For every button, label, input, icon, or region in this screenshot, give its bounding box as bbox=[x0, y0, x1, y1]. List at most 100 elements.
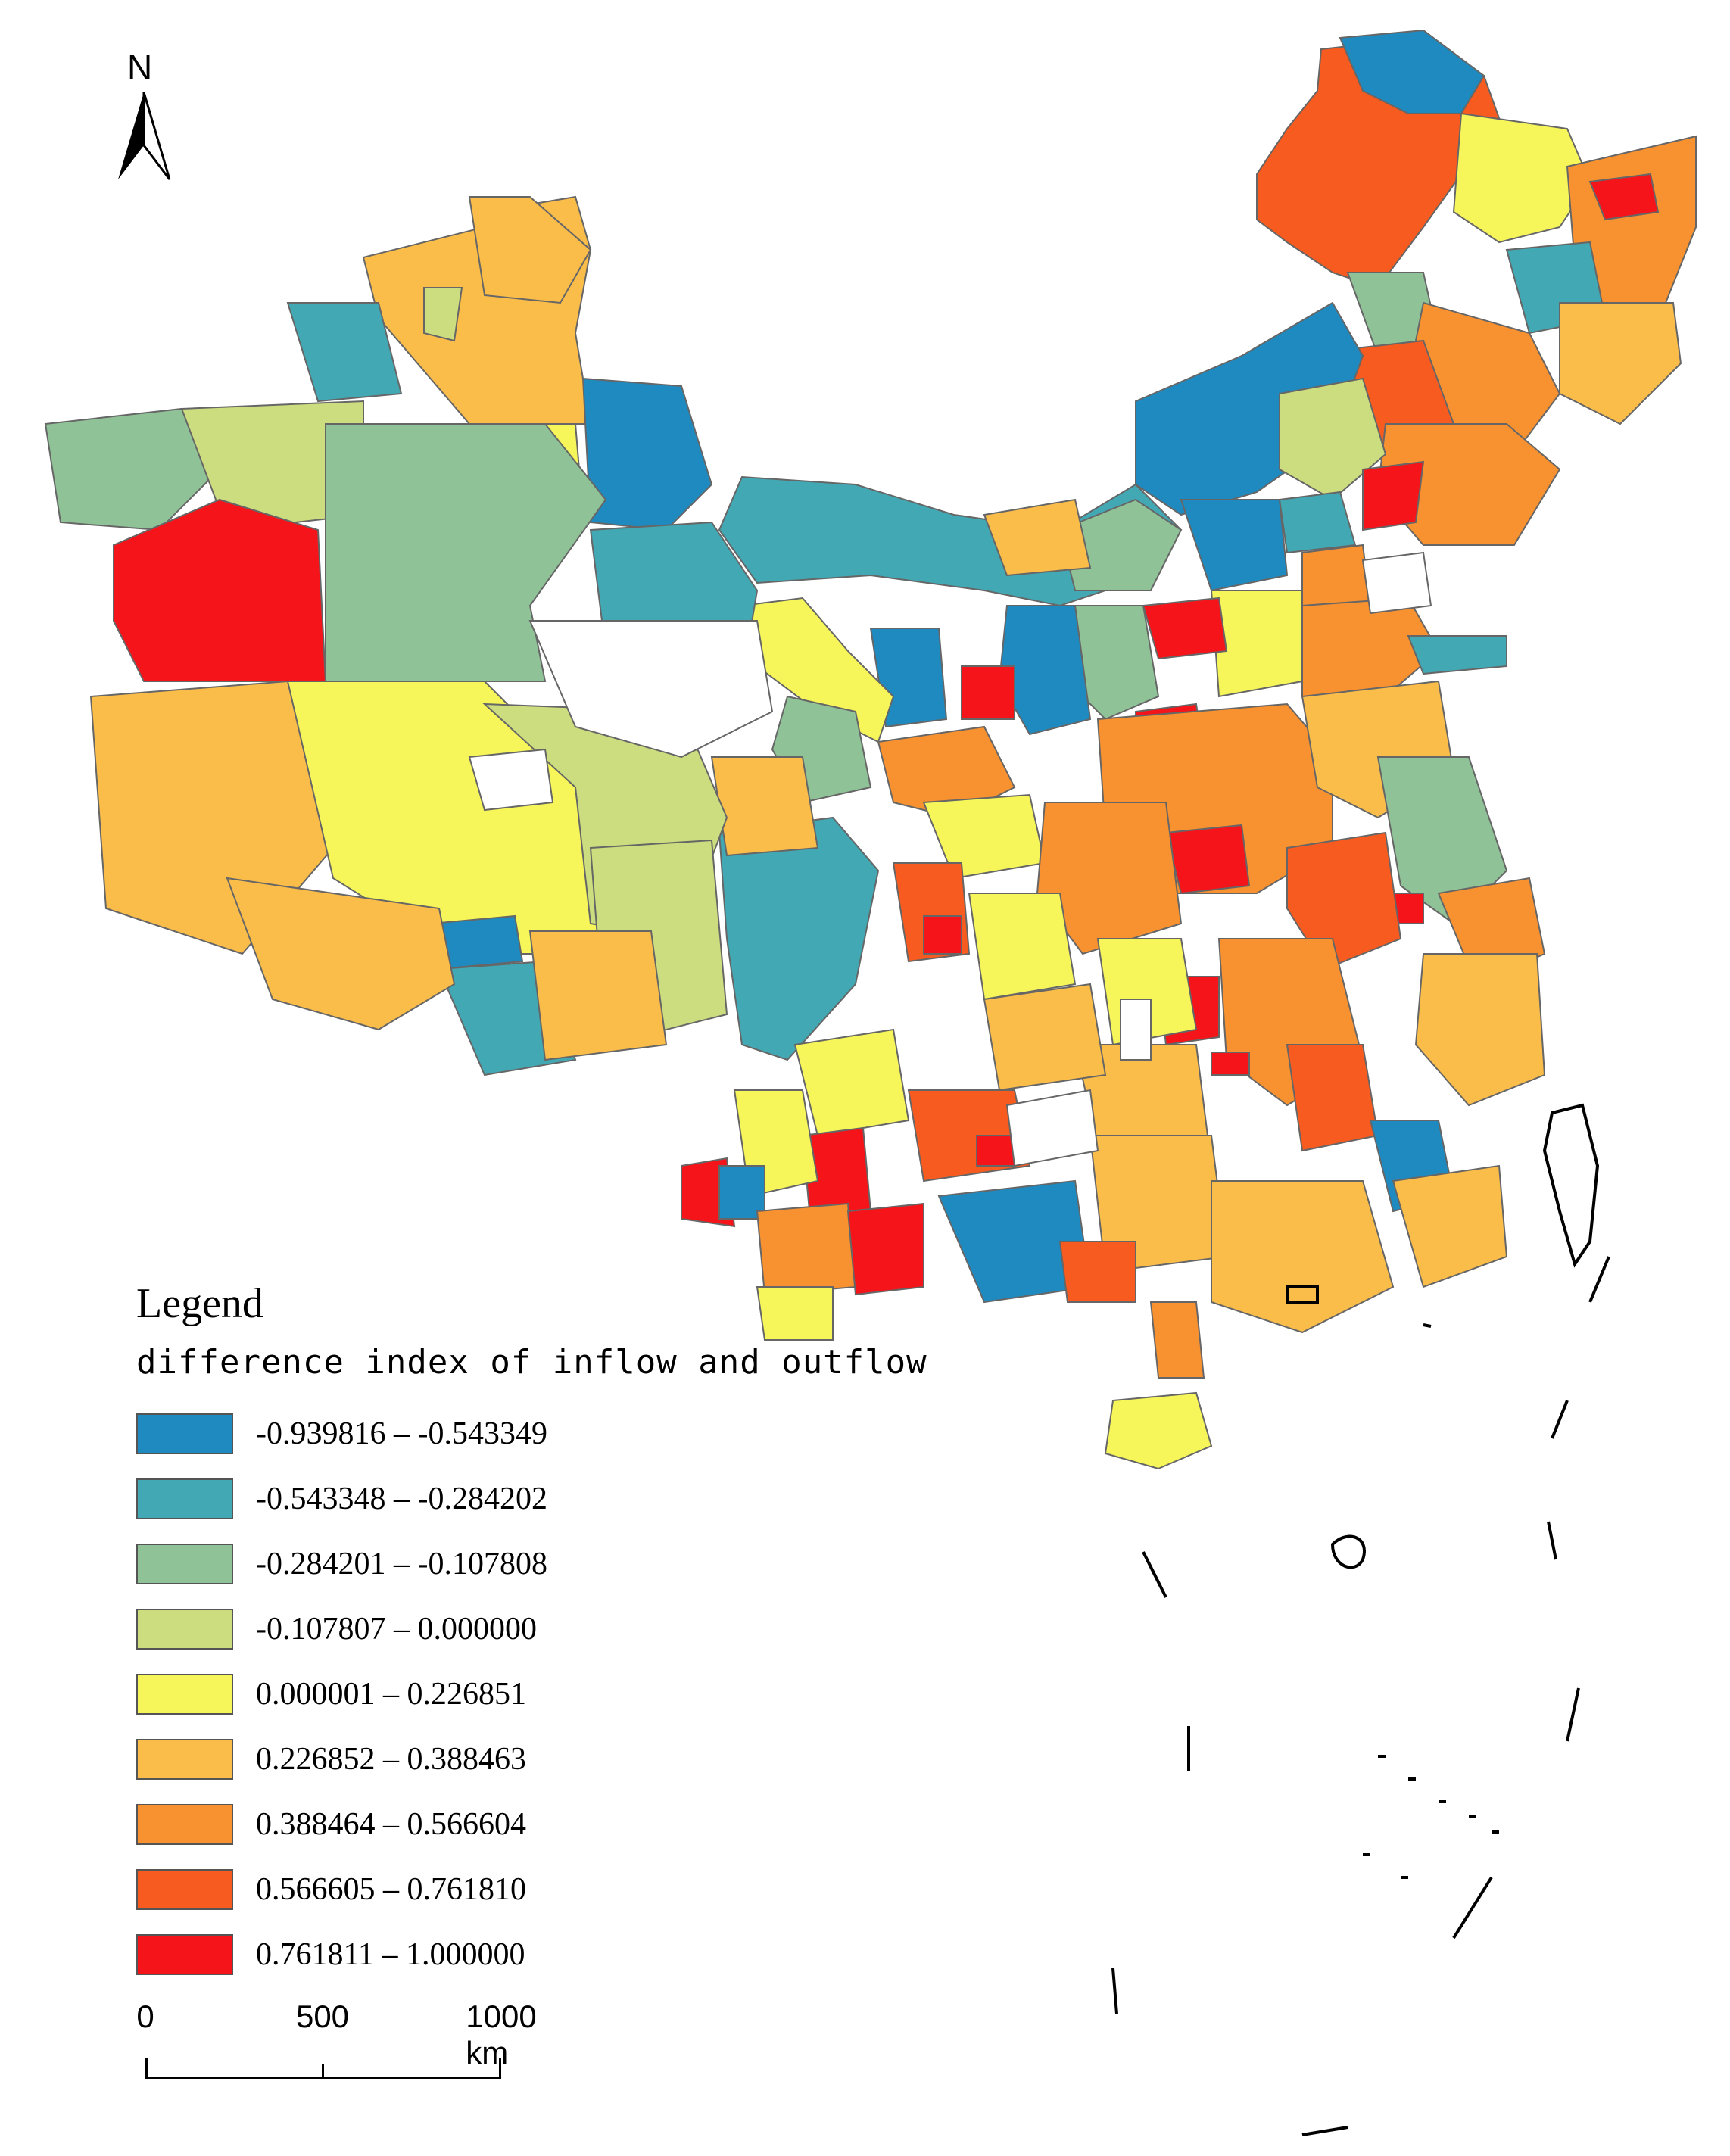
scale-tick-0: 0 bbox=[136, 1999, 154, 2034]
region-tibet-south bbox=[226, 877, 456, 1031]
legend-label: 0.226852 – 0.388463 bbox=[256, 1742, 526, 1777]
legend-field-name: difference index of inflow and outflow bbox=[136, 1343, 927, 1382]
nine-dash-5 bbox=[1452, 1876, 1493, 1939]
scale-tick-500: 500 bbox=[295, 1999, 350, 2034]
nodata-tibet-lake bbox=[468, 748, 554, 812]
legend-row: 0.566605 – 0.761810 bbox=[136, 1857, 969, 1922]
legend-row: 0.761811 – 1.000000 bbox=[136, 1922, 969, 1987]
region-ili bbox=[44, 407, 221, 531]
region-nanning bbox=[1058, 1241, 1136, 1303]
nine-dash-6 bbox=[1142, 1551, 1167, 1598]
scale-bar: 0 500 1000 km bbox=[136, 1999, 537, 2089]
region-leizhou bbox=[1149, 1301, 1205, 1379]
region-karamay bbox=[423, 287, 463, 342]
region-hainan bbox=[1104, 1391, 1213, 1470]
nodata-bohai bbox=[1361, 551, 1432, 615]
region-xishuangbanna bbox=[756, 1286, 834, 1341]
nine-dash-3 bbox=[1547, 1521, 1557, 1560]
region-chifeng bbox=[1362, 460, 1425, 531]
legend-rows: -0.939816 – -0.543349 -0.543348 – -0.2842… bbox=[136, 1401, 969, 1987]
region-altay bbox=[468, 196, 592, 304]
legend-row: 0.226852 – 0.388463 bbox=[136, 1727, 969, 1792]
hong-kong-marker bbox=[1286, 1285, 1319, 1304]
north-label: N bbox=[127, 48, 153, 87]
region-jiangxi-south bbox=[1286, 1044, 1379, 1152]
nodata-guangxi bbox=[1005, 1089, 1099, 1167]
region-inner-mongolia-central bbox=[1279, 377, 1387, 501]
legend-label: -0.939816 – -0.543349 bbox=[256, 1416, 547, 1451]
region-fujian-coast bbox=[1392, 1164, 1508, 1288]
legend-label: -0.284201 – -0.107808 bbox=[256, 1547, 547, 1581]
legend-row: -0.939816 – -0.543349 bbox=[136, 1401, 969, 1466]
region-beijing bbox=[1278, 491, 1357, 554]
legend-swatch bbox=[136, 1869, 233, 1910]
legend-swatch bbox=[136, 1478, 233, 1519]
nodata-qaidam bbox=[528, 620, 774, 759]
region-heilongjiang-east bbox=[1452, 112, 1591, 244]
legend-label: 0.566605 – 0.761810 bbox=[256, 1872, 526, 1907]
paracel-islands bbox=[1330, 1534, 1366, 1569]
legend: Legend difference index of inflow and ou… bbox=[136, 1279, 969, 1987]
nodata-hubei bbox=[1120, 999, 1152, 1061]
region-layer bbox=[44, 29, 1697, 1470]
legend-swatch bbox=[136, 1674, 233, 1715]
legend-row: -0.284201 – -0.107808 bbox=[136, 1531, 969, 1597]
region-yanbian bbox=[1559, 302, 1682, 425]
region-chengdu-core bbox=[923, 915, 962, 955]
legend-row: 0.388464 – 0.566604 bbox=[136, 1792, 969, 1857]
legend-label: -0.543348 – -0.284202 bbox=[256, 1481, 547, 1516]
legend-swatch bbox=[136, 1934, 233, 1975]
legend-swatch bbox=[136, 1609, 233, 1650]
spratly-cluster bbox=[1363, 1755, 1499, 1879]
region-lhasa bbox=[528, 930, 668, 1061]
region-zhejiang bbox=[1414, 953, 1546, 1107]
nine-dash-2 bbox=[1551, 1400, 1569, 1439]
region-gansu-west bbox=[740, 597, 895, 743]
region-sichuan-west bbox=[718, 816, 880, 1061]
nine-dash-8 bbox=[1111, 1968, 1118, 2014]
region-guangdong bbox=[1211, 1180, 1395, 1334]
region-shandong-tip bbox=[1407, 635, 1507, 675]
nodata-layer bbox=[468, 551, 1432, 1167]
taiwan-outline bbox=[1542, 1103, 1600, 1268]
pratas-island bbox=[1423, 1323, 1432, 1328]
legend-label: 0.000001 – 0.226851 bbox=[256, 1677, 526, 1712]
nine-dash-1 bbox=[1588, 1256, 1610, 1303]
region-yuxi bbox=[846, 1202, 924, 1296]
nine-dash-4 bbox=[1566, 1687, 1580, 1742]
region-anhui bbox=[1286, 831, 1402, 971]
region-baotou bbox=[983, 498, 1092, 577]
region-sichuan-east bbox=[968, 893, 1077, 1001]
region-chongqing bbox=[983, 983, 1107, 1092]
region-taiyuan bbox=[1142, 597, 1228, 660]
north-arrow-icon bbox=[118, 92, 171, 180]
legend-swatch bbox=[136, 1804, 233, 1845]
scale-tick-1000: 1000 km bbox=[466, 1999, 537, 2070]
region-tacheng bbox=[286, 302, 403, 403]
legend-title: Legend bbox=[136, 1280, 263, 1327]
region-jixi bbox=[1588, 173, 1660, 221]
scale-mid-tick bbox=[322, 2064, 324, 2079]
region-hami bbox=[581, 377, 713, 531]
nine-dash-9 bbox=[1301, 2126, 1348, 2136]
legend-label: 0.761811 – 1.000000 bbox=[256, 1937, 525, 1972]
north-arrow bbox=[114, 47, 174, 191]
legend-swatch bbox=[136, 1544, 233, 1584]
island-layer bbox=[1111, 1103, 1610, 2136]
region-sichuan-south bbox=[793, 1028, 910, 1137]
region-sichuan-north bbox=[710, 756, 819, 857]
region-changsha bbox=[1211, 1052, 1250, 1076]
legend-row: -0.543348 – -0.284202 bbox=[136, 1466, 969, 1531]
legend-row: 0.000001 – 0.226851 bbox=[136, 1662, 969, 1727]
region-guiyang bbox=[976, 1135, 1015, 1167]
legend-label: 0.388464 – 0.566604 bbox=[256, 1807, 526, 1842]
region-hebei-north bbox=[1180, 499, 1289, 592]
region-yinchuan bbox=[961, 665, 1015, 720]
region-zhengzhou bbox=[1164, 824, 1251, 895]
legend-label: -0.107807 – 0.000000 bbox=[256, 1612, 537, 1647]
legend-swatch bbox=[136, 1413, 233, 1454]
legend-row: -0.107807 – 0.000000 bbox=[136, 1597, 969, 1662]
legend-swatch bbox=[136, 1739, 233, 1780]
